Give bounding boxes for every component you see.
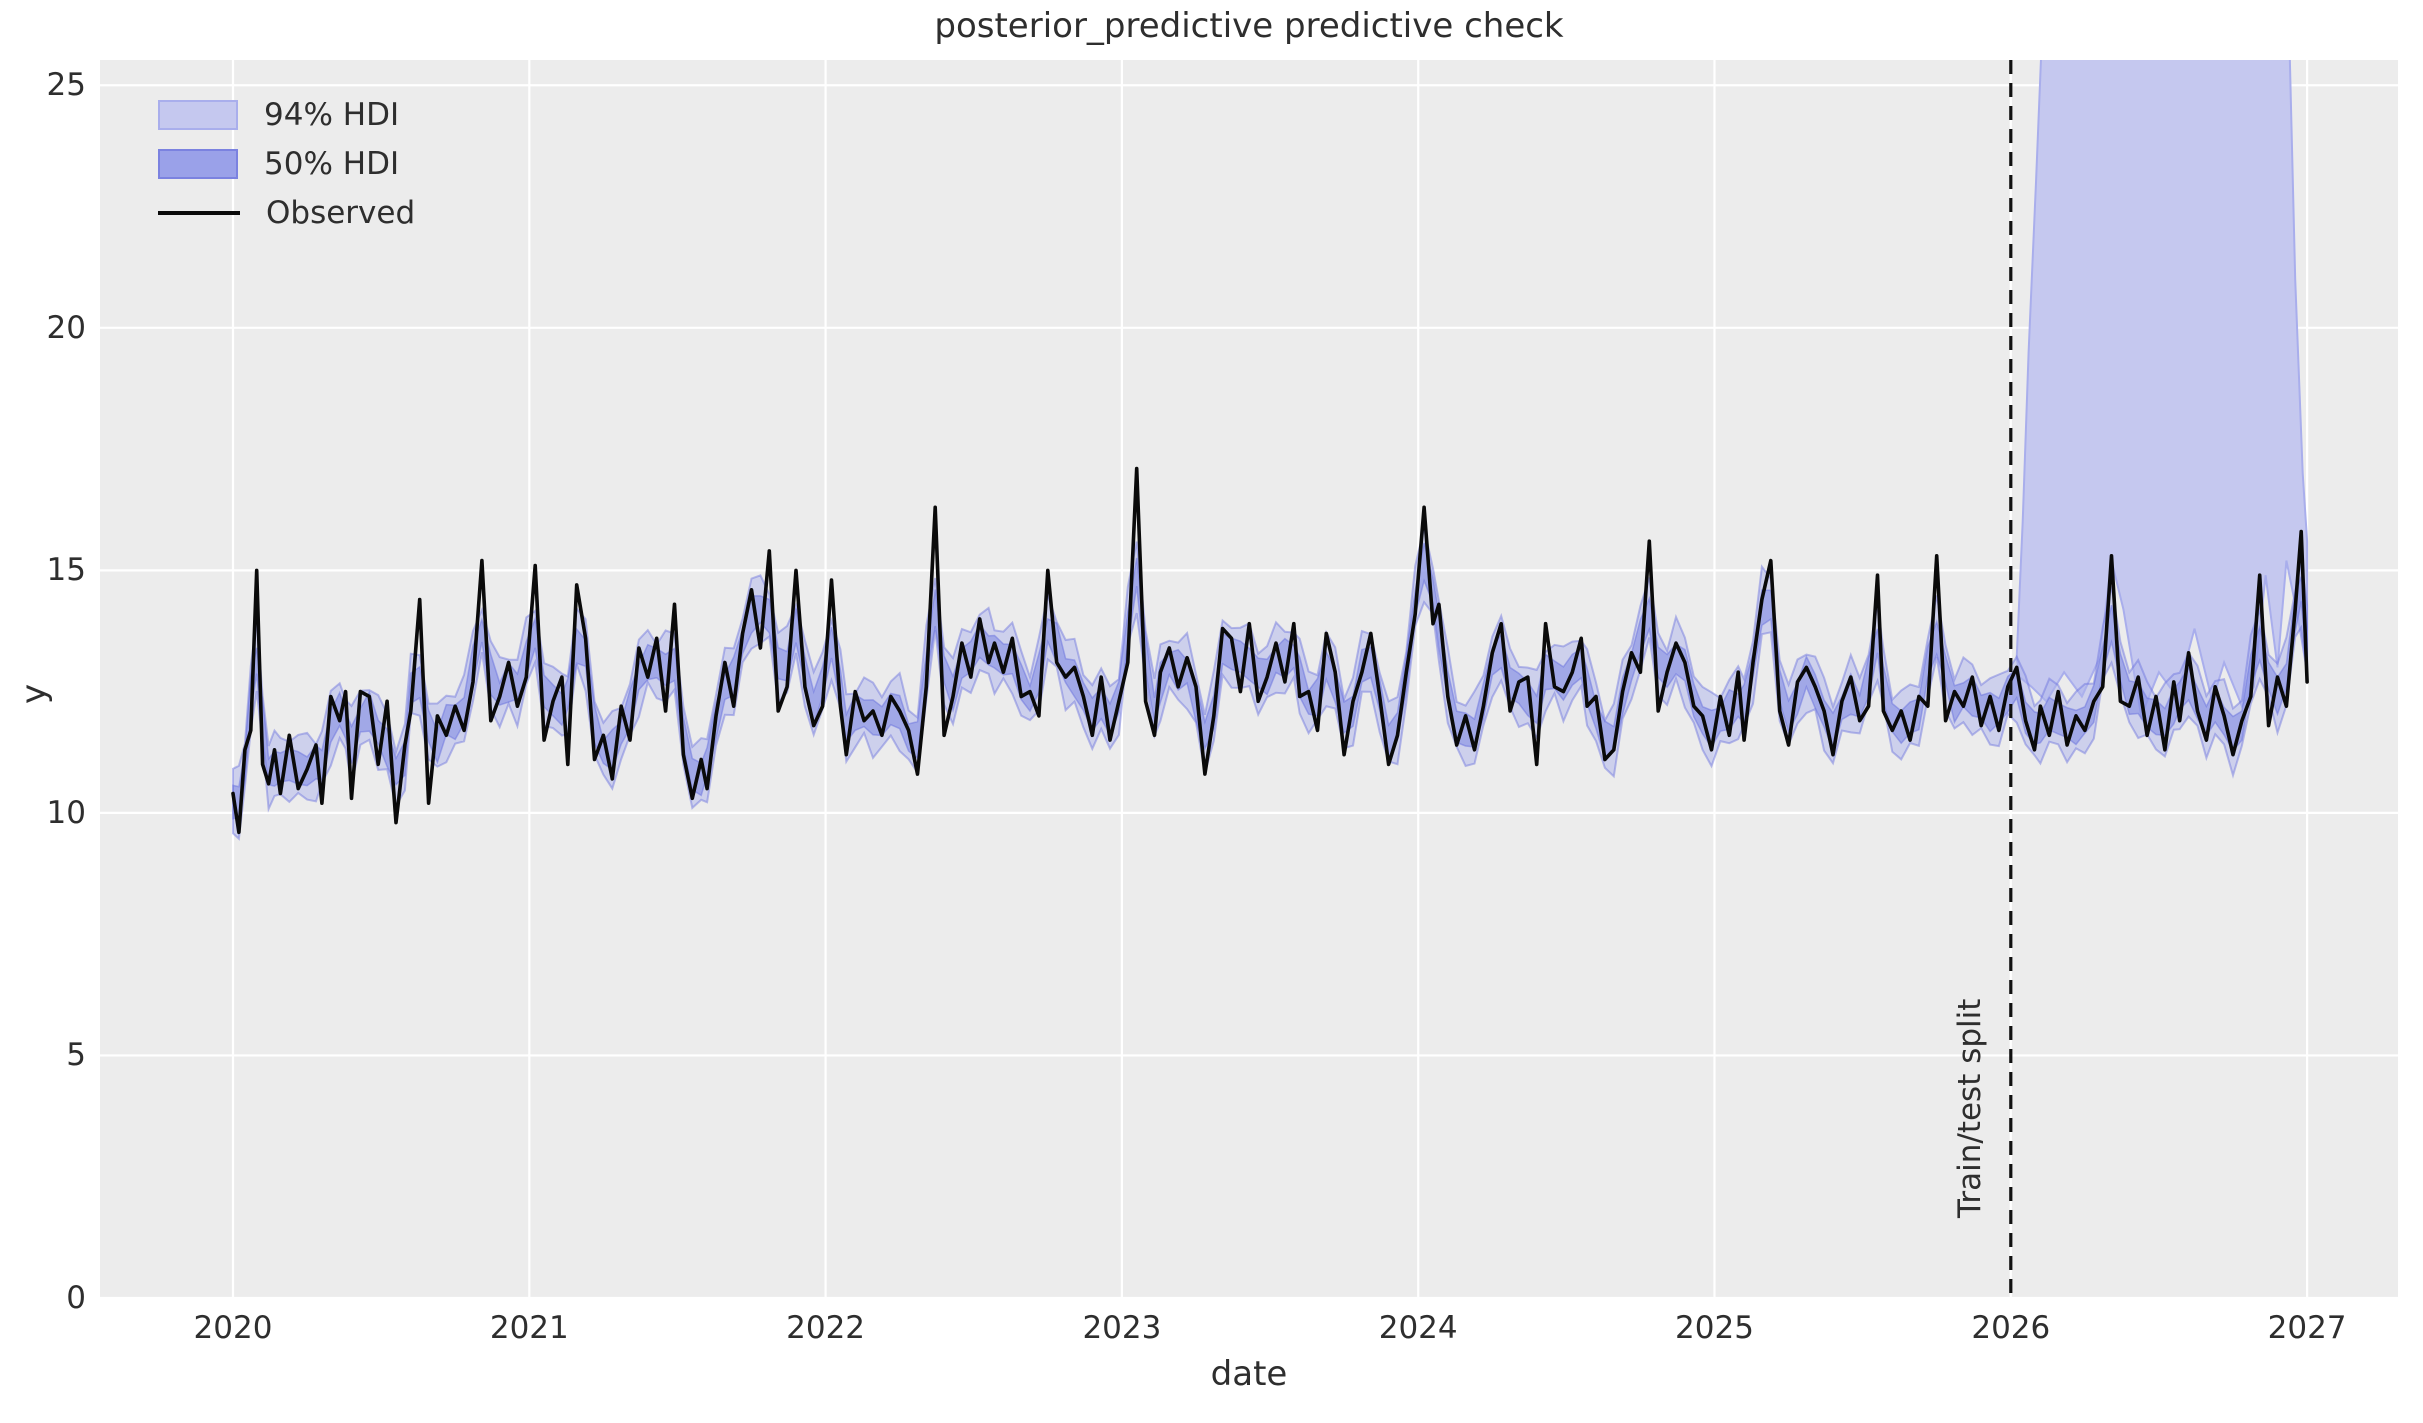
x-tick-2027: 2027: [2267, 1310, 2347, 1346]
x-axis-label: date: [1210, 1354, 1288, 1394]
legend-label: 94% HDI: [264, 96, 400, 133]
hdi-swatch-icon: [158, 99, 238, 130]
y-tick-0: 0: [66, 1280, 86, 1316]
x-tick-2023: 2023: [1082, 1310, 1162, 1346]
legend: 94% HDI 50% HDI Observed: [158, 90, 415, 237]
y-tick-10: 10: [46, 794, 86, 831]
chart-title: posterior_predictive predictive check: [934, 6, 1564, 46]
x-tick-2020: 2020: [193, 1310, 273, 1346]
y-tick-20: 20: [46, 309, 86, 346]
observed-line-swatch-icon: [158, 210, 240, 215]
legend-label: Observed: [266, 194, 416, 231]
x-tick-2026: 2026: [1971, 1310, 2051, 1346]
observed-line: [231, 466, 2309, 835]
y-tick-25: 25: [46, 67, 86, 104]
legend-item-observed: Observed: [158, 188, 415, 237]
train-test-split-label: Train/test split: [1952, 998, 1988, 1218]
x-tick-2021: 2021: [489, 1310, 569, 1346]
x-tick-2022: 2022: [786, 1310, 866, 1346]
y-tick-5: 5: [66, 1037, 86, 1074]
legend-item-50-hdi: 50% HDI: [158, 139, 415, 188]
legend-item-94-hdi: 94% HDI: [158, 90, 415, 139]
y-axis-label: y: [14, 683, 54, 704]
x-tick-2024: 2024: [1378, 1310, 1458, 1346]
hdi-swatch-icon: [158, 148, 238, 179]
y-tick-15: 15: [46, 552, 86, 589]
x-tick-2025: 2025: [1675, 1310, 1754, 1346]
legend-label: 50% HDI: [264, 145, 400, 182]
